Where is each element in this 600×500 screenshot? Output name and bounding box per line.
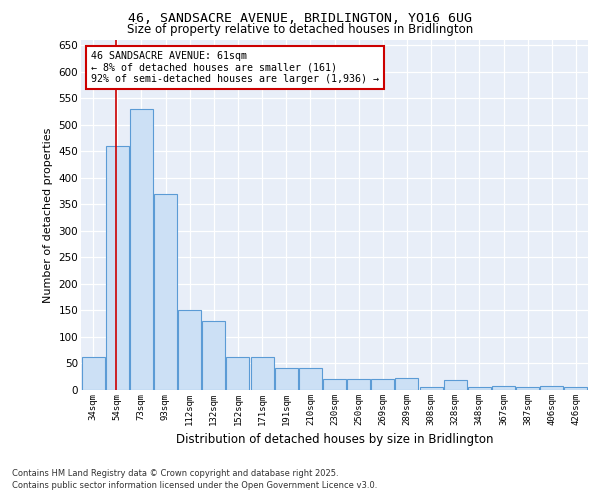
Bar [106, 146, 128, 390]
Bar [202, 321, 225, 390]
Bar [516, 388, 539, 390]
Text: 46 SANDSACRE AVENUE: 61sqm
← 8% of detached houses are smaller (161)
92% of semi: 46 SANDSACRE AVENUE: 61sqm ← 8% of detac… [91, 50, 379, 84]
Bar [251, 357, 274, 390]
Bar [541, 386, 563, 390]
Bar [299, 368, 322, 390]
Y-axis label: Number of detached properties: Number of detached properties [43, 128, 53, 302]
Bar [419, 388, 443, 390]
X-axis label: Distribution of detached houses by size in Bridlington: Distribution of detached houses by size … [176, 434, 493, 446]
Text: Contains HM Land Registry data © Crown copyright and database right 2025.: Contains HM Land Registry data © Crown c… [12, 468, 338, 477]
Text: Size of property relative to detached houses in Bridlington: Size of property relative to detached ho… [127, 22, 473, 36]
Bar [444, 380, 467, 390]
Bar [323, 380, 346, 390]
Bar [565, 388, 587, 390]
Bar [178, 310, 201, 390]
Bar [226, 357, 250, 390]
Bar [395, 378, 418, 390]
Text: Contains public sector information licensed under the Open Government Licence v3: Contains public sector information licen… [12, 481, 377, 490]
Bar [275, 368, 298, 390]
Bar [130, 109, 153, 390]
Bar [492, 386, 515, 390]
Bar [468, 388, 491, 390]
Bar [371, 380, 394, 390]
Text: 46, SANDSACRE AVENUE, BRIDLINGTON, YO16 6UG: 46, SANDSACRE AVENUE, BRIDLINGTON, YO16 … [128, 12, 472, 26]
Bar [82, 357, 104, 390]
Bar [154, 194, 177, 390]
Bar [347, 380, 370, 390]
